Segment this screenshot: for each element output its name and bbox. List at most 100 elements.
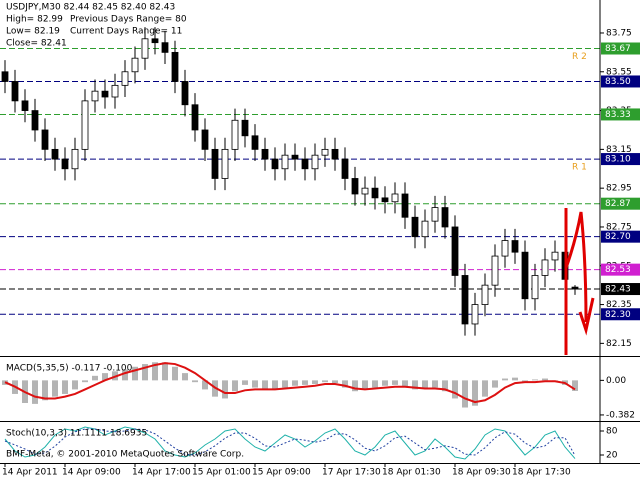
candle-body (181, 81, 189, 106)
candle-body (31, 110, 39, 131)
level-label-box (601, 197, 640, 210)
macd-bar (492, 380, 498, 388)
x-tick-label: 17 Apr 17:30 (322, 468, 381, 478)
macd-bar (192, 380, 198, 383)
macd-bar (412, 380, 418, 390)
level-label: 83.10 (605, 155, 631, 165)
macd-bar (272, 380, 278, 390)
candle-body (221, 148, 229, 179)
macd-bar (502, 378, 508, 381)
candle-body (151, 38, 159, 44)
level-label-box (601, 283, 640, 296)
macd-bar (182, 373, 188, 381)
macd-bar (62, 380, 68, 394)
y-tick-label: 0.00 (606, 376, 626, 386)
level-label: 83.33 (605, 110, 631, 120)
y-tick-label: 20 (606, 451, 618, 461)
x-tick-label: 15 Apr 01:00 (192, 468, 251, 478)
candle-body (451, 226, 459, 276)
candle-body (231, 119, 239, 150)
candle-body (111, 84, 119, 98)
candle-body (201, 129, 209, 150)
candle-body (531, 275, 539, 300)
macd-bar (432, 380, 438, 388)
macd-bar (442, 380, 448, 392)
candle-body (441, 207, 449, 228)
y-tick-label: 82.95 (606, 184, 632, 194)
candle-body (311, 154, 319, 170)
macd-bar (482, 380, 488, 397)
macd-bar (242, 380, 248, 385)
macd-bar (152, 362, 158, 381)
y-tick-label: 83.15 (606, 145, 632, 155)
stoch-line (4, 428, 576, 456)
candle-body (571, 286, 579, 290)
macd-bar (202, 380, 208, 390)
macd-bar (162, 362, 168, 381)
candle-body (81, 100, 89, 150)
level-label-box (601, 75, 640, 88)
candle-body (471, 304, 479, 325)
macd-bar (312, 380, 318, 384)
candle-body (371, 187, 379, 199)
candle-body (481, 284, 489, 305)
y-tick-label: 83.55 (606, 67, 632, 77)
drawn-arrow-path (564, 211, 588, 323)
candle-body (521, 251, 529, 300)
macd-bar (52, 380, 58, 397)
macd-bar (262, 380, 268, 390)
level-annotation: R 1 (572, 163, 587, 173)
candle-body (511, 240, 519, 253)
candle-body (251, 135, 259, 150)
level-label: 82.70 (605, 232, 631, 242)
signal-line (4, 362, 576, 404)
level-label: 82.30 (605, 310, 631, 320)
macd-bar (172, 366, 178, 381)
candle-body (271, 158, 279, 170)
panel-title: Stoch(10,3,3) 11.1111 18.6935 (6, 429, 147, 439)
candle-body (51, 148, 59, 160)
info-text: USDJPY,M30 82.44 82.45 82.40 82.43 (6, 3, 175, 13)
macd-bar (92, 375, 98, 381)
level-label: 82.53 (605, 265, 631, 275)
macd-bar (452, 380, 458, 399)
x-tick-label: 14 Apr 09:00 (62, 468, 121, 478)
level-label-box (601, 108, 640, 121)
macd-bar (402, 380, 408, 387)
macd-bar (72, 380, 78, 390)
macd-bar (32, 380, 38, 404)
macd-bar (232, 380, 238, 392)
candle-body (321, 148, 329, 156)
candle-body (331, 148, 339, 160)
macd-bar (142, 364, 148, 381)
x-tick-label: 18 Apr 17:30 (512, 468, 571, 478)
info-text: Low= 82.19 (6, 27, 60, 37)
info-text: Previous Days Range= 80 (70, 15, 187, 25)
candle-body (541, 259, 549, 276)
macd-bar (302, 380, 308, 385)
y-tick-label: 82.15 (606, 339, 632, 349)
candle-body (161, 42, 169, 53)
macd-bar (572, 380, 578, 391)
y-tick-label: 83.75 (606, 28, 632, 38)
macd-bar (512, 377, 518, 381)
candle-body (261, 148, 269, 160)
candle-body (121, 71, 129, 86)
macd-bar (102, 373, 108, 381)
macd-bar (222, 380, 228, 399)
candle-body (1, 71, 9, 82)
candle-body (101, 90, 109, 98)
stoch-line (4, 426, 576, 460)
level-label: 83.50 (605, 77, 631, 87)
candle-body (411, 216, 419, 238)
macd-bar (42, 380, 48, 401)
macd-bar (462, 380, 468, 408)
level-label: 83.67 (605, 44, 631, 54)
candle-body (131, 57, 139, 73)
level-label-box (601, 153, 640, 166)
candle-body (551, 251, 559, 261)
macd-bar (282, 380, 288, 388)
